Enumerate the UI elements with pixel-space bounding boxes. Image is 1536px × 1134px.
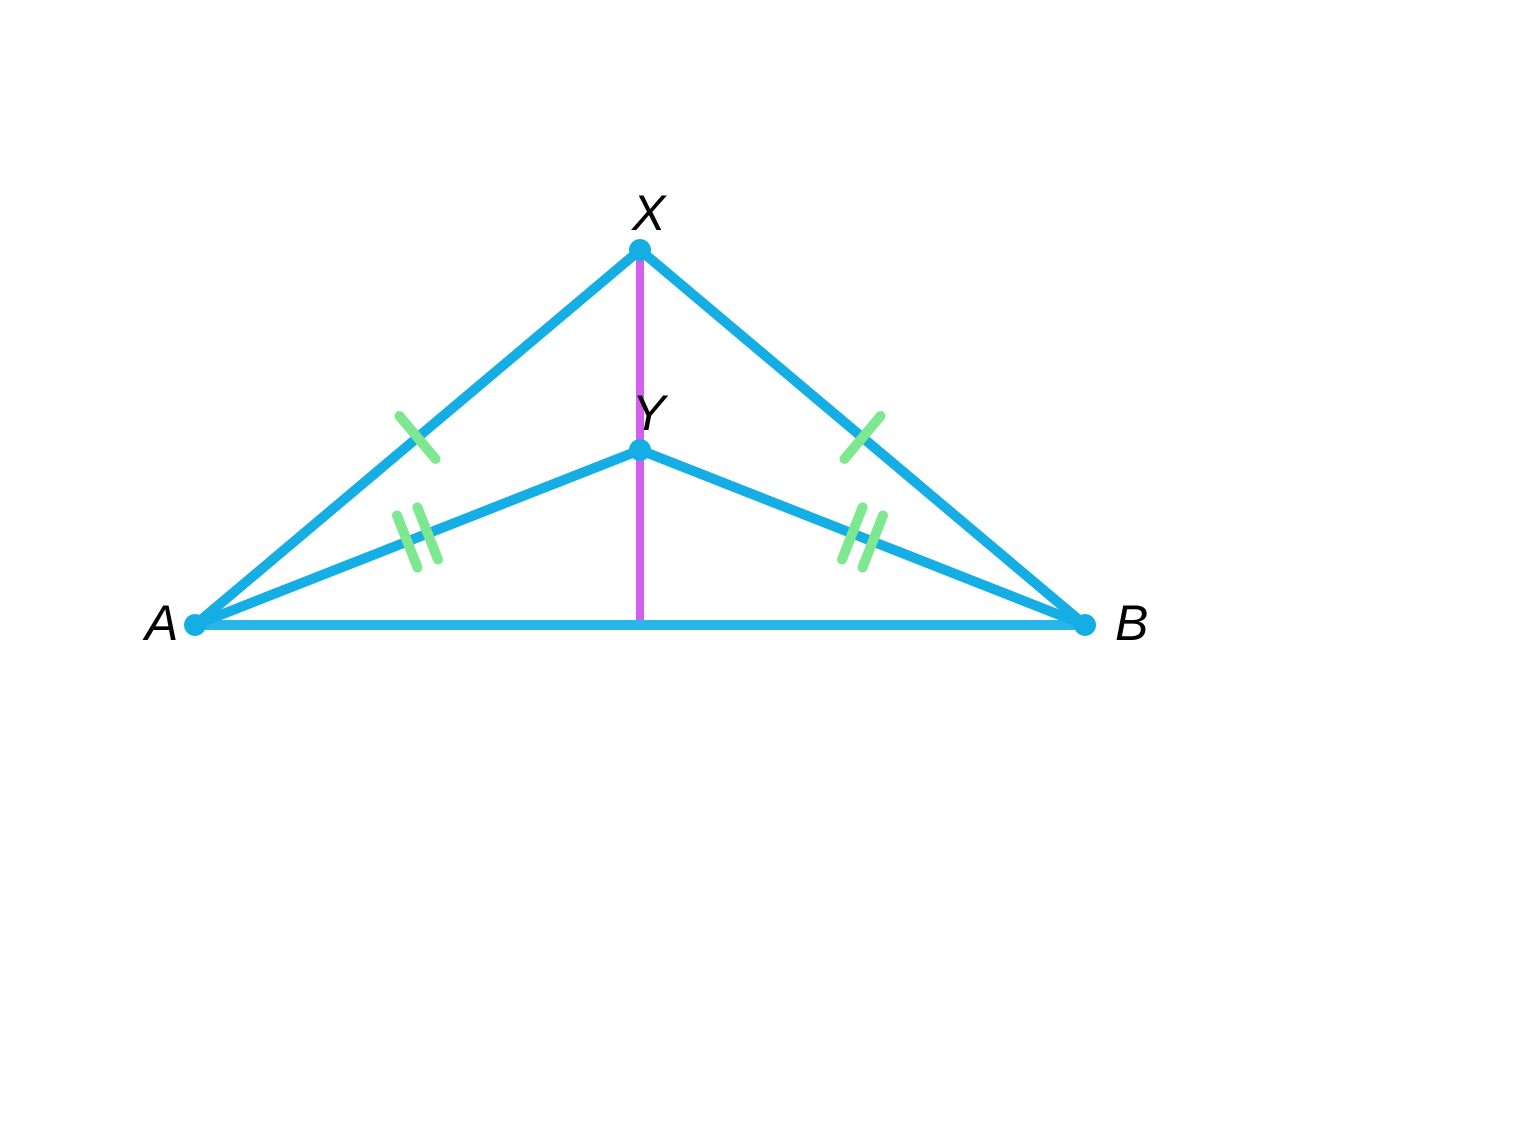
point-X	[629, 239, 651, 261]
point-B	[1074, 614, 1096, 636]
point-Y	[629, 439, 651, 461]
point-A	[184, 614, 206, 636]
edge-A-Y	[195, 450, 640, 625]
label-Y: Y	[632, 385, 669, 441]
label-A: A	[142, 595, 178, 651]
label-X: X	[631, 185, 667, 241]
label-B: B	[1115, 595, 1148, 651]
edge-B-Y	[640, 450, 1085, 625]
